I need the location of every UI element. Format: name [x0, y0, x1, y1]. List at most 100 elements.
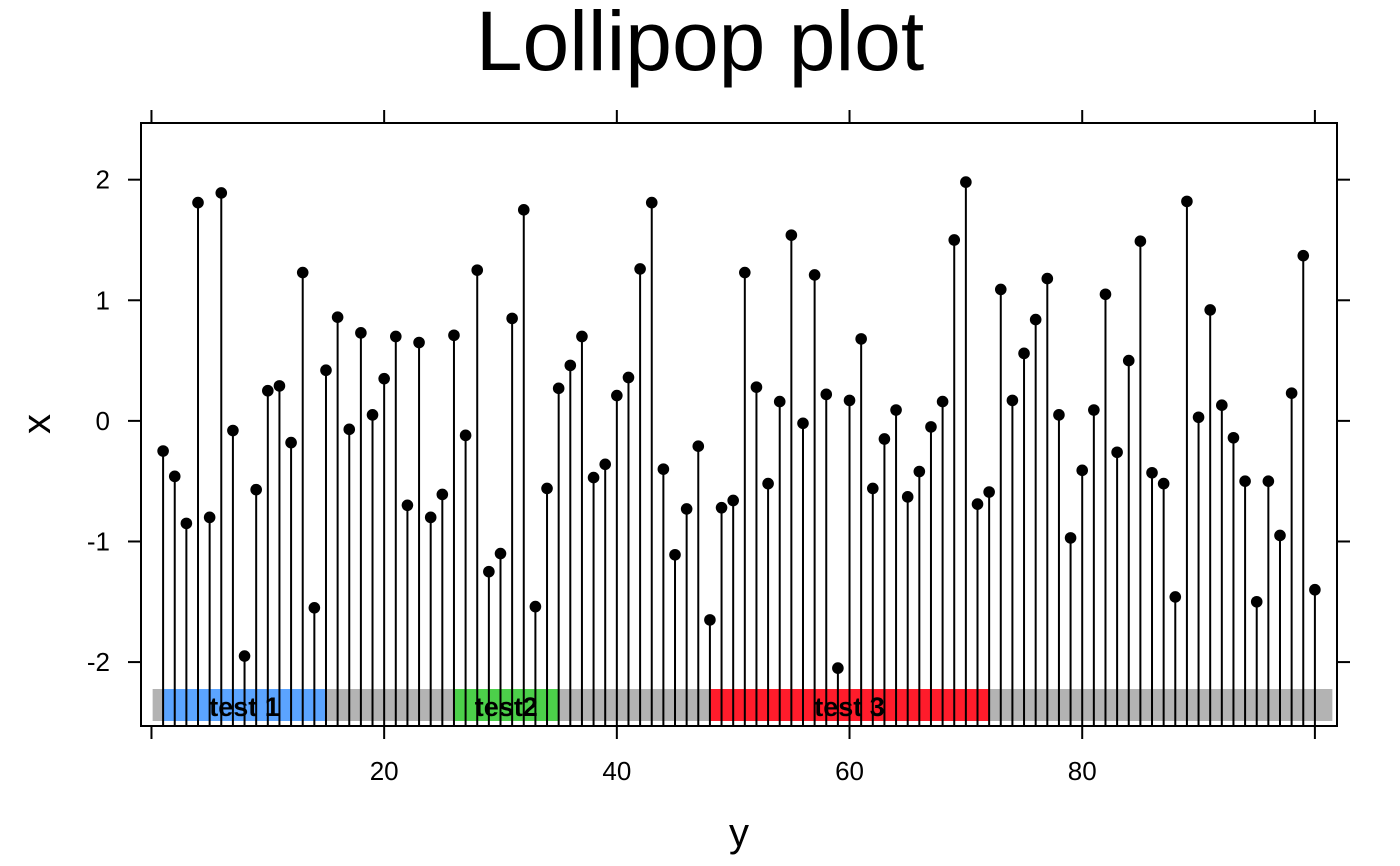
band-label-2: test2 — [475, 692, 538, 722]
point-31 — [506, 312, 518, 325]
point-72 — [983, 486, 995, 498]
point-78 — [1053, 409, 1065, 421]
point-66 — [913, 465, 926, 478]
y-tick-label: 1 — [96, 285, 110, 315]
point-80 — [1076, 464, 1089, 477]
point-20 — [378, 372, 390, 385]
point-17 — [343, 423, 356, 436]
point-42 — [634, 263, 646, 275]
point-11 — [273, 380, 286, 392]
point-87 — [1157, 477, 1170, 490]
y-tick-label: -2 — [87, 647, 110, 677]
point-15 — [320, 364, 332, 377]
point-75 — [1018, 347, 1030, 360]
point-96 — [1262, 475, 1275, 487]
point-82 — [1099, 288, 1112, 301]
point-77 — [1041, 272, 1054, 285]
points — [157, 176, 1321, 674]
y-axis-label: x — [15, 414, 59, 434]
y-tick-label: 0 — [96, 406, 110, 436]
point-50 — [727, 494, 739, 507]
point-61 — [855, 333, 867, 345]
point-51 — [739, 266, 751, 279]
point-92 — [1216, 399, 1228, 412]
point-85 — [1134, 235, 1147, 247]
point-53 — [762, 477, 774, 490]
point-26 — [448, 329, 460, 342]
point-56 — [797, 417, 809, 430]
point-71 — [971, 498, 984, 510]
point-24 — [424, 511, 437, 524]
point-49 — [715, 501, 728, 514]
point-7 — [227, 424, 239, 437]
point-38 — [587, 471, 600, 484]
point-46 — [680, 503, 693, 515]
x-tick-label: 20 — [370, 756, 399, 786]
band-2 — [453, 689, 559, 721]
point-94 — [1239, 475, 1251, 487]
point-68 — [936, 395, 949, 408]
point-47 — [692, 440, 705, 453]
y-tick-label: 2 — [96, 165, 110, 195]
point-39 — [599, 458, 612, 471]
point-40 — [611, 389, 623, 402]
point-41 — [622, 371, 635, 384]
point-34 — [541, 482, 553, 495]
point-76 — [1029, 313, 1042, 326]
point-6 — [215, 187, 228, 199]
point-52 — [750, 381, 763, 393]
point-89 — [1181, 195, 1193, 208]
point-93 — [1227, 431, 1240, 444]
x-tick-label: 80 — [1068, 756, 1097, 786]
point-27 — [459, 429, 472, 442]
point-2 — [168, 470, 181, 483]
point-45 — [669, 548, 681, 561]
point-69 — [948, 234, 961, 246]
point-70 — [960, 176, 972, 188]
point-91 — [1204, 304, 1216, 316]
point-65 — [901, 491, 914, 503]
x-tick-label: 60 — [835, 756, 864, 786]
point-62 — [866, 482, 879, 495]
x-tick-label: 40 — [602, 756, 631, 786]
stems — [162, 182, 1316, 726]
point-43 — [645, 196, 658, 209]
point-16 — [331, 311, 344, 323]
point-98 — [1285, 387, 1298, 399]
point-22 — [401, 499, 414, 512]
point-54 — [773, 395, 786, 408]
point-58 — [820, 388, 833, 401]
point-32 — [517, 204, 530, 216]
y-tick-label: -1 — [87, 526, 110, 556]
point-10 — [262, 384, 274, 397]
point-100 — [1309, 583, 1321, 596]
point-19 — [366, 409, 379, 421]
point-25 — [436, 488, 449, 501]
point-44 — [657, 463, 670, 475]
point-55 — [785, 229, 798, 241]
point-5 — [203, 511, 216, 524]
point-60 — [843, 394, 856, 407]
point-13 — [296, 266, 309, 279]
point-90 — [1192, 411, 1205, 424]
point-88 — [1169, 591, 1182, 603]
point-8 — [238, 650, 251, 662]
point-30 — [494, 547, 507, 560]
point-9 — [250, 483, 262, 496]
point-86 — [1146, 466, 1158, 479]
point-95 — [1250, 595, 1263, 608]
point-99 — [1297, 249, 1310, 262]
point-35 — [552, 382, 565, 395]
point-67 — [925, 421, 937, 433]
point-74 — [1006, 394, 1019, 407]
annotation-track: test 1 test2 test 3 — [152, 689, 1333, 722]
point-14 — [308, 602, 321, 614]
point-23 — [413, 336, 425, 349]
point-4 — [192, 196, 204, 209]
point-83 — [1111, 446, 1123, 459]
point-21 — [389, 330, 402, 343]
point-97 — [1274, 529, 1286, 542]
point-84 — [1122, 354, 1135, 367]
point-63 — [878, 433, 891, 445]
